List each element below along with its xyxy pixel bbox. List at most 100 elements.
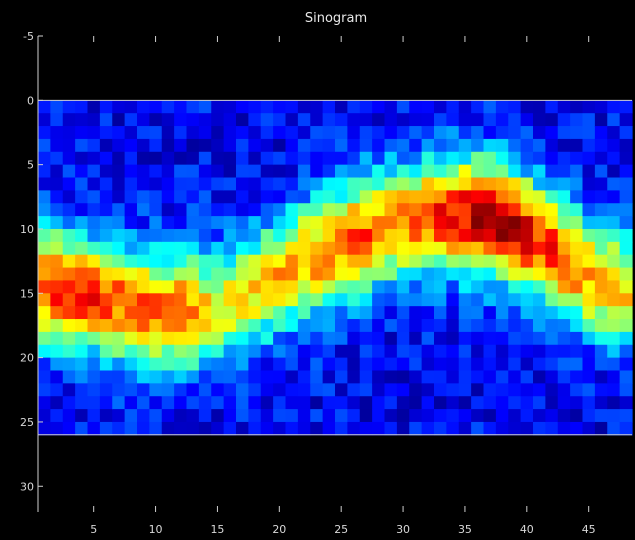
heatmap-cell: [236, 138, 249, 153]
heatmap-cell: [557, 151, 571, 166]
heatmap-cell: [495, 383, 509, 397]
heatmap-cell: [384, 100, 398, 114]
heatmap-cell: [359, 267, 373, 282]
heatmap-cell: [50, 319, 64, 333]
heatmap-cell: [434, 151, 447, 166]
heatmap-cell: [236, 228, 249, 243]
heatmap-cell: [421, 216, 435, 230]
y-tick-label: 20: [20, 352, 34, 365]
heatmap-cell: [75, 357, 89, 372]
heatmap-cell: [359, 113, 373, 127]
heatmap-cell: [186, 280, 200, 294]
heatmap-cell: [124, 396, 138, 410]
heatmap-cell: [582, 396, 596, 410]
heatmap-cell: [582, 126, 596, 140]
heatmap-cell: [112, 267, 126, 282]
heatmap-cell: [273, 100, 287, 114]
heatmap-cell: [533, 370, 546, 384]
heatmap-cell: [483, 151, 497, 166]
heatmap-cell: [545, 357, 559, 372]
heatmap-cell: [124, 228, 138, 243]
heatmap-cell: [62, 241, 76, 256]
heatmap-cell: [335, 177, 348, 191]
heatmap-cell: [38, 203, 51, 217]
heatmap-cell: [570, 370, 584, 384]
heatmap-cell: [198, 344, 212, 359]
heatmap-cell: [112, 344, 126, 359]
heatmap-cell: [211, 421, 225, 436]
heatmap-cell: [174, 383, 188, 397]
heatmap-cell: [62, 344, 76, 359]
heatmap-cell: [520, 280, 534, 294]
heatmap-cell: [557, 370, 571, 384]
heatmap-cell: [434, 331, 447, 346]
heatmap-cell: [347, 331, 361, 346]
heatmap-cell: [335, 126, 348, 140]
heatmap-cell: [112, 216, 126, 230]
heatmap-cell: [533, 100, 546, 114]
heatmap-cell: [582, 254, 596, 269]
heatmap-cell: [223, 383, 237, 397]
heatmap-cell: [421, 203, 435, 217]
heatmap-cell: [384, 267, 398, 282]
heatmap-cell: [38, 306, 51, 320]
heatmap-cell: [273, 421, 287, 436]
heatmap-cell: [285, 383, 299, 397]
heatmap-cell: [285, 100, 299, 114]
heatmap-cell: [124, 267, 138, 282]
heatmap-cell: [87, 228, 101, 243]
heatmap-cell: [483, 331, 497, 346]
heatmap-cell: [471, 357, 485, 372]
heatmap-cell: [137, 216, 150, 230]
heatmap-cell: [372, 344, 386, 359]
heatmap-cell: [396, 319, 410, 333]
heatmap-cell: [38, 151, 51, 166]
heatmap-cell: [471, 228, 485, 243]
heatmap-cell: [75, 164, 89, 179]
heatmap-cell: [483, 100, 497, 114]
heatmap-cell: [533, 126, 546, 140]
heatmap-cell: [87, 216, 101, 230]
heatmap-cell: [520, 421, 534, 436]
heatmap-cell: [384, 190, 398, 204]
heatmap-cell: [236, 409, 249, 423]
heatmap-cell: [508, 383, 522, 397]
heatmap-cell: [186, 203, 200, 217]
heatmap-cell: [471, 254, 485, 269]
heatmap-cell: [594, 164, 608, 179]
heatmap-cell: [236, 267, 249, 282]
heatmap-cell: [495, 306, 509, 320]
heatmap-cell: [137, 113, 150, 127]
heatmap-cell: [372, 396, 386, 410]
heatmap-cell: [62, 177, 76, 191]
heatmap-cell: [161, 357, 175, 372]
heatmap-cell: [384, 126, 398, 140]
heatmap-cell: [161, 138, 175, 153]
heatmap-cell: [75, 177, 89, 191]
heatmap-cell: [112, 396, 126, 410]
heatmap-cell: [273, 383, 287, 397]
heatmap-cell: [570, 151, 584, 166]
heatmap-cell: [347, 113, 361, 127]
heatmap-cell: [248, 370, 262, 384]
heatmap-cell: [310, 319, 324, 333]
heatmap-cell: [458, 370, 472, 384]
heatmap-cell: [347, 319, 361, 333]
heatmap-cell: [347, 151, 361, 166]
heatmap-cell: [483, 370, 497, 384]
heatmap-cell: [87, 190, 101, 204]
heatmap-cell: [594, 306, 608, 320]
heatmap-cell: [124, 409, 138, 423]
heatmap-cell: [149, 396, 163, 410]
y-tick-label: 25: [20, 416, 34, 429]
heatmap-cell: [50, 331, 64, 346]
heatmap-cell: [149, 228, 163, 243]
heatmap-cell: [446, 126, 460, 140]
x-tick-label: 40: [520, 523, 534, 536]
heatmap-cell: [533, 280, 546, 294]
heatmap-cell: [297, 177, 311, 191]
heatmap-cell: [533, 164, 546, 179]
heatmap-cell: [174, 306, 188, 320]
heatmap-cell: [421, 306, 435, 320]
heatmap-cell: [186, 396, 200, 410]
